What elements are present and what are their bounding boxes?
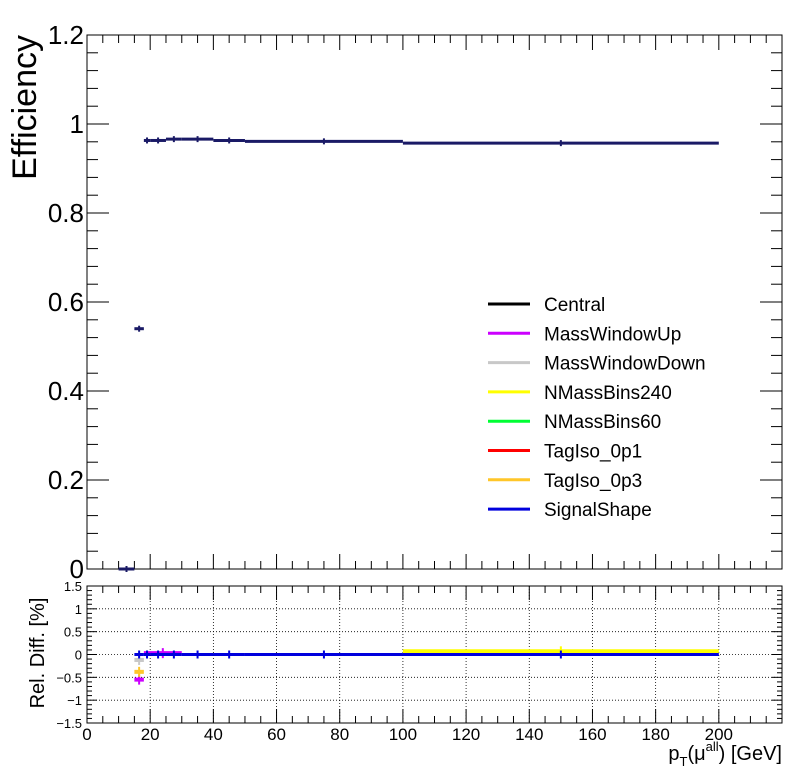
legend-label-masswindowup: MassWindowUp bbox=[544, 324, 681, 345]
main-y-tick-label: 0 bbox=[70, 554, 84, 584]
legend-label-nmassbins240: NMassBins240 bbox=[544, 383, 672, 404]
ratio-x-tick-label: 200 bbox=[705, 725, 733, 744]
ratio-y-tick-label: 0 bbox=[75, 648, 82, 663]
main-y-tick-label: 1.2 bbox=[48, 20, 84, 50]
ratio-x-tick-label: 160 bbox=[578, 725, 606, 744]
main-axis-ticks bbox=[86, 34, 783, 570]
legend-label-nmassbins60: NMassBins60 bbox=[544, 412, 661, 433]
legend-label-central: Central bbox=[544, 295, 605, 316]
ratio-y-axis-label: Rel. Diff. [%] bbox=[27, 598, 49, 709]
ratio-axis-ticks bbox=[86, 585, 783, 724]
ratio-panel: −1.5 −1 −0.5 0 0.5 1 1.5 0 20 40 60 80 100 120 140 160… bbox=[27, 579, 783, 769]
legend-label-tagiso_0p1: TagIso_0p1 bbox=[544, 442, 642, 463]
ratio-y-tick-label: −1 bbox=[67, 693, 82, 708]
ratio-y-tick-label: 1.5 bbox=[64, 579, 82, 594]
ratio-x-tick-label: 140 bbox=[515, 725, 543, 744]
ratio-x-tick-label: 0 bbox=[82, 725, 91, 744]
ratio-y-tick-labels: −1.5 −1 −0.5 0 0.5 1 1.5 bbox=[56, 579, 82, 731]
main-data-layer bbox=[118, 136, 719, 572]
ratio-x-tick-label: 60 bbox=[267, 725, 286, 744]
ratio-x-tick-label: 100 bbox=[389, 725, 417, 744]
x-axis-label: pT(μall) [GeV] bbox=[668, 739, 782, 769]
main-panel: 0 0.2 0.4 0.6 0.8 1 1.2 Efficiency Central Mass… bbox=[6, 20, 783, 584]
ratio-x-tick-label: 120 bbox=[452, 725, 480, 744]
ratio-x-tick-label: 80 bbox=[330, 725, 349, 744]
ratio-x-tick-labels: 0 20 40 60 80 100 120 140 160 180 200 bbox=[82, 725, 733, 744]
main-y-tick-label: 0.2 bbox=[48, 465, 84, 495]
legend: Central MassWindowUp MassWindowDown NMassBi… bbox=[488, 295, 706, 521]
main-y-tick-label: 0.4 bbox=[48, 376, 84, 406]
main-y-tick-labels: 0 0.2 0.4 0.6 0.8 1 1.2 bbox=[48, 20, 84, 584]
ratio-data-layer bbox=[134, 646, 719, 685]
ratio-y-tick-label: −0.5 bbox=[56, 670, 82, 685]
main-y-tick-label: 1 bbox=[70, 109, 84, 139]
ratio-x-tick-label: 20 bbox=[141, 725, 160, 744]
legend-label-signalshape: SignalShape bbox=[544, 500, 652, 521]
ratio-y-tick-label: 0.5 bbox=[64, 625, 82, 640]
main-y-tick-label: 0.6 bbox=[48, 287, 84, 317]
ratio-x-tick-label: 180 bbox=[641, 725, 669, 744]
main-y-axis-label: Efficiency bbox=[6, 35, 44, 180]
ratio-y-tick-label: 1 bbox=[75, 602, 82, 617]
legend-label-masswindowdown: MassWindowDown bbox=[544, 354, 706, 375]
ratio-y-tick-label: −1.5 bbox=[56, 716, 82, 731]
legend-label-tagiso_0p3: TagIso_0p3 bbox=[544, 471, 642, 492]
main-y-tick-label: 0.8 bbox=[48, 198, 84, 228]
ratio-x-tick-label: 40 bbox=[204, 725, 223, 744]
